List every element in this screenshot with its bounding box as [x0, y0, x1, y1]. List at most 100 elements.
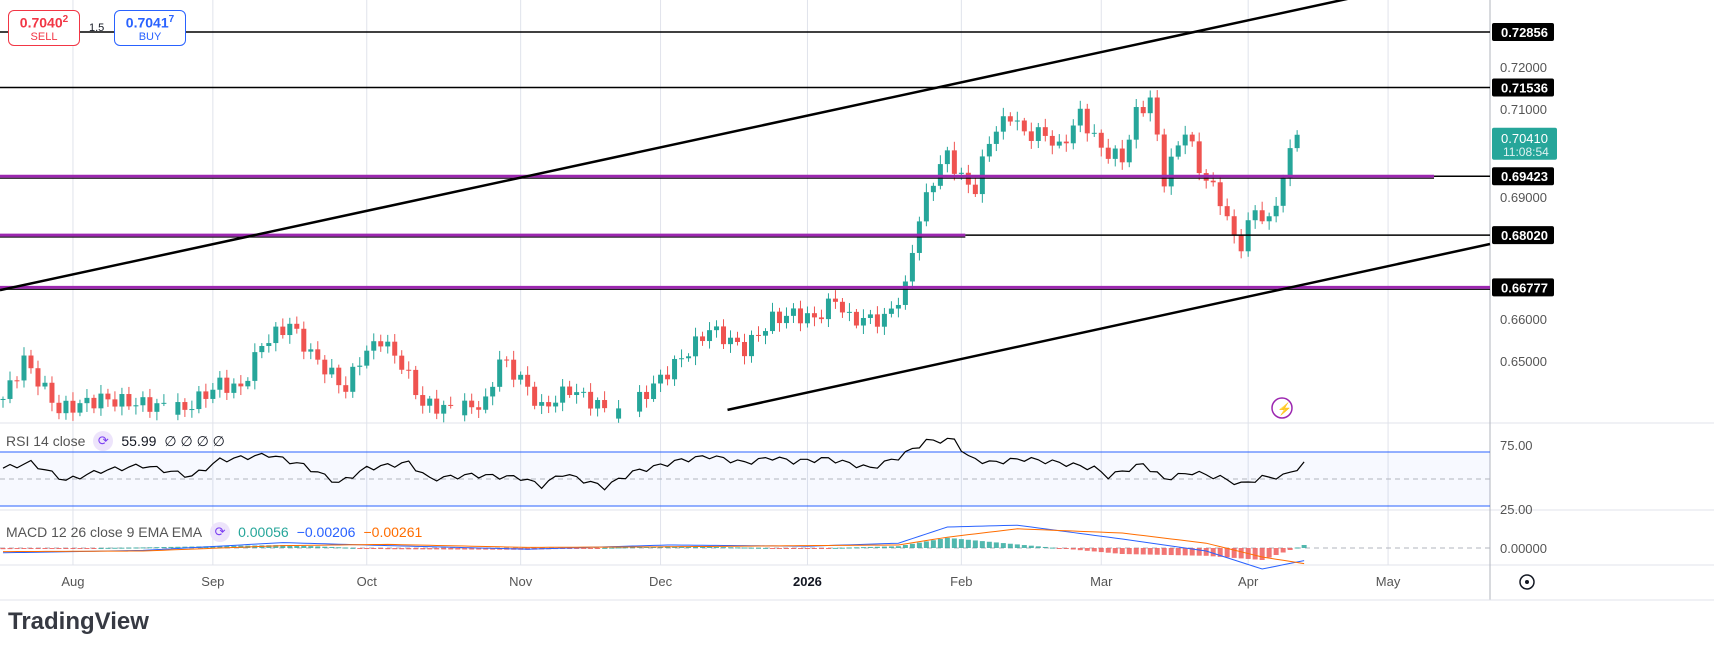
macd-histogram-bar — [797, 548, 803, 549]
macd-histogram-bar — [462, 548, 468, 550]
candle-body — [895, 304, 901, 309]
time-axis-label: Oct — [357, 574, 378, 589]
candle-body — [700, 336, 706, 342]
macd-histogram-bar — [595, 548, 601, 549]
tradingview-logo: TradingView — [8, 608, 149, 635]
candle-body — [1238, 235, 1244, 252]
candle-body — [1231, 216, 1237, 236]
candle-body — [769, 311, 775, 332]
candle-body — [0, 398, 6, 400]
candle-body — [958, 172, 964, 174]
macd-histogram-bar — [623, 547, 629, 549]
candle-body — [364, 350, 370, 366]
settings-icon[interactable] — [1519, 574, 1535, 590]
candle-body — [56, 402, 62, 414]
candle-body — [1077, 108, 1083, 126]
rsi-legend[interactable]: RSI 14 close ⟳ 55.99 ∅ ∅ ∅ ∅ — [6, 431, 225, 451]
macd-histogram-bar — [224, 545, 230, 548]
candle-body — [1217, 182, 1223, 207]
macd-histogram-bar — [140, 547, 146, 549]
candle-body — [846, 311, 852, 313]
candle-body — [273, 326, 279, 344]
macd-histogram-bar — [1098, 548, 1104, 553]
candle-body — [385, 341, 391, 347]
candle-body — [70, 400, 76, 413]
candle-body — [853, 311, 859, 326]
macd-histogram-bar — [748, 547, 754, 549]
candle-body — [1007, 116, 1013, 122]
macd-histogram-bar — [1259, 548, 1265, 560]
macd-histogram-bar — [364, 548, 370, 549]
sell-button[interactable]: 0.70402 SELL — [8, 10, 80, 46]
candle-body — [860, 317, 866, 326]
macd-histogram-bar — [790, 548, 796, 549]
macd-histogram-bar — [378, 548, 384, 549]
macd-histogram-bar — [35, 548, 41, 549]
macd-histogram-bar — [721, 547, 727, 549]
bar-countdown: 11:08:54 — [1503, 145, 1549, 159]
candle-body — [154, 403, 160, 412]
candle-body — [1175, 145, 1181, 157]
time-axis-label: May — [1376, 574, 1401, 589]
candle-body — [721, 326, 727, 345]
candle-body — [783, 315, 789, 324]
candle-body — [1140, 107, 1146, 114]
macd-histogram-bar — [853, 547, 859, 549]
macd-histogram-bar — [923, 541, 929, 548]
candle-body — [329, 367, 335, 375]
time-axis-label: Nov — [509, 574, 533, 589]
candle-body — [637, 391, 643, 412]
macd-histogram-bar — [7, 548, 13, 550]
candle-body — [14, 380, 20, 382]
macd-histogram-bar — [308, 546, 314, 548]
candle-body — [35, 368, 41, 387]
macd-histogram-bar — [350, 547, 356, 549]
price-axis-tick: 0.72000 — [1500, 60, 1547, 75]
candle-body — [811, 313, 817, 318]
candle-body — [532, 386, 538, 406]
time-axis-label: 2026 — [793, 574, 822, 589]
macd-histogram-bar — [909, 543, 915, 548]
macd-histogram-bar — [147, 547, 153, 549]
macd-histogram-bar — [1091, 548, 1097, 552]
buy-button[interactable]: 0.70417 BUY — [114, 10, 186, 46]
candle-body — [595, 400, 601, 409]
candle-body — [909, 252, 915, 282]
candle-body — [462, 400, 468, 416]
macd-histogram-bar — [1119, 548, 1125, 554]
macd-histogram-bar — [1126, 548, 1132, 555]
candle-body — [301, 328, 307, 352]
candle-body — [469, 400, 475, 408]
macd-histogram-bar — [161, 547, 167, 549]
macd-histogram-bar — [693, 546, 699, 548]
candle-body — [1049, 135, 1055, 146]
candle-body — [1133, 107, 1139, 140]
candle-body — [539, 402, 545, 406]
refresh-icon[interactable]: ⟳ — [93, 431, 114, 451]
level-price-label-text: 0.71536 — [1501, 80, 1548, 95]
macd-histogram-bar — [126, 547, 132, 549]
macd-histogram-bar — [1203, 548, 1209, 556]
candle-body — [294, 323, 300, 329]
macd-histogram-bar — [294, 545, 300, 548]
candle-body — [210, 389, 216, 399]
candle-body — [224, 377, 230, 393]
candle-body — [560, 386, 566, 403]
candle-body — [371, 341, 377, 351]
candle-body — [161, 402, 167, 404]
candle-body — [1021, 120, 1027, 132]
candle-body — [518, 374, 524, 380]
candle-body — [693, 336, 699, 357]
candle-body — [553, 402, 559, 407]
trend-line — [727, 242, 1491, 412]
lightning-glyph: ⚡ — [1277, 402, 1292, 416]
macd-legend[interactable]: MACD 12 26 close 9 EMA EMA ⟳ 0.00056 −0.… — [6, 522, 423, 542]
candle-body — [776, 311, 782, 324]
refresh-icon[interactable]: ⟳ — [210, 522, 231, 542]
candle-body — [280, 326, 286, 336]
candle-body — [525, 374, 531, 387]
macd-histogram-bar — [56, 548, 62, 549]
candle-body — [665, 374, 671, 380]
macd-histogram-bar — [420, 548, 426, 550]
